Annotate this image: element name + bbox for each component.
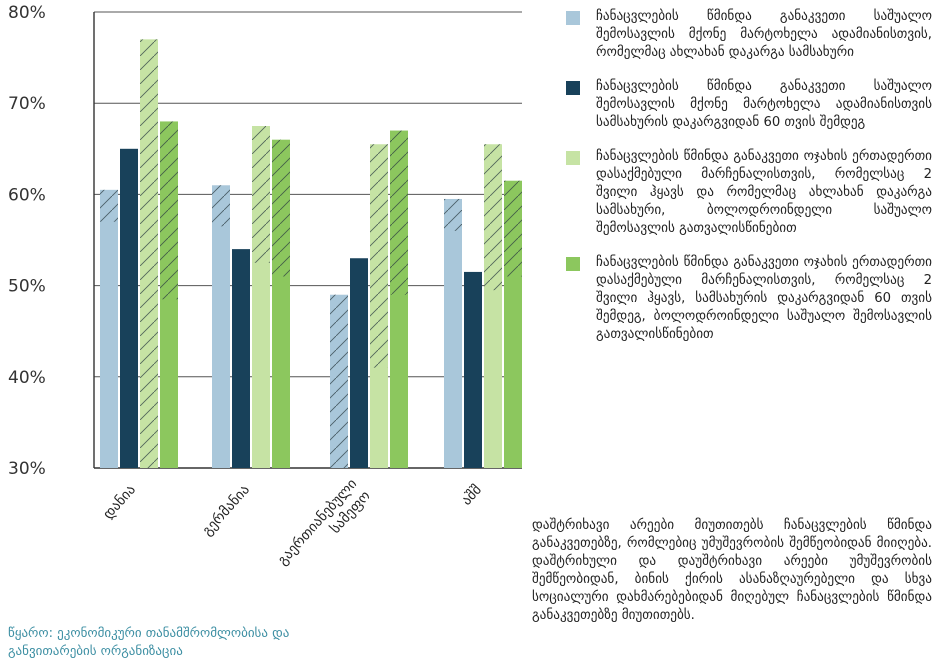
bar-series-1-4 (444, 198, 462, 468)
legend-item-1: ჩანაცვლების წმინდა განაკვეთი საშუალო შემ… (566, 8, 932, 62)
bar-chart: 30% 40% 50% 60% 70% 80% დანია გერმანია გაერთიანე… (8, 3, 522, 580)
bar-hatch-3-3 (370, 144, 388, 368)
legend-label-1: ჩანაცვლების წმინდა განაკვეთი საშუალო შემ… (596, 9, 932, 60)
bar-hatch-4-4 (504, 180, 522, 277)
legend-swatch-4 (566, 257, 580, 271)
bar-series-2-3 (350, 258, 368, 468)
bar-series-1-1 (100, 189, 118, 468)
chart-legend: ჩანაცვლების წმინდა განაკვეთი საშუალო შემ… (566, 8, 932, 360)
x-tick-label-1: დანია (100, 482, 139, 523)
y-tick-label: 30% (8, 459, 46, 479)
bar-series-2-1 (120, 148, 138, 469)
legend-swatch-1 (566, 11, 580, 25)
y-tick-label: 40% (8, 368, 46, 388)
y-tick-label: 60% (8, 185, 46, 205)
x-tick-label-4: აშშ (459, 482, 485, 509)
bar-hatch-1-2 (212, 185, 230, 227)
legend-label-3: ჩანაცვლების წმინდა განაკვეთი ოჯახის ერთა… (596, 149, 932, 236)
y-tick-label: 80% (8, 3, 46, 23)
legend-item-4: ჩანაცვლების წმინდა განაკვეთი ოჯახის ერთა… (566, 254, 932, 344)
bar-series-2-2 (232, 249, 250, 468)
bar-hatch-4-1 (160, 121, 178, 300)
bar-hatch-3-2 (252, 126, 270, 263)
hatch-note: დაშტრიხავი არეები მიუთითებს ჩანაცვლების … (532, 518, 932, 623)
legend-label-4: ჩანაცვლების წმინდა განაკვეთი ოჯახის ერთა… (596, 255, 932, 342)
legend-label-2: ჩანაცვლების წმინდა განაკვეთი საშუალო შემ… (596, 79, 932, 130)
bar-hatch-3-4 (484, 144, 502, 291)
x-tick-label-2: გერმანია (199, 481, 253, 539)
legend-swatch-2 (566, 81, 580, 95)
bar-hatch-1-4 (444, 198, 462, 231)
bar-series-2-4 (464, 271, 482, 468)
bar-hatch-3-1 (140, 39, 158, 469)
legend-item-3: ჩანაცვლების წმინდა განაკვეთი ოჯახის ერთა… (566, 148, 932, 238)
x-tick-label-3: გაერთიანებულისამეფო (274, 475, 374, 580)
bar-hatch-1-3 (330, 294, 348, 468)
bar-hatch-4-3 (390, 130, 408, 295)
legend-swatch-3 (566, 151, 580, 165)
bar-series-1-2 (212, 185, 230, 468)
legend-item-2: ჩანაცვლების წმინდა განაკვეთი საშუალო შემ… (566, 78, 932, 132)
y-tick-label: 50% (8, 277, 46, 297)
bar-hatch-1-1 (100, 189, 118, 222)
bar-hatch-4-2 (272, 139, 290, 277)
y-tick-label: 70% (8, 94, 46, 114)
source-note: წყარო: ეკონომიკური თანამშრომლობისა და გა… (8, 626, 290, 659)
